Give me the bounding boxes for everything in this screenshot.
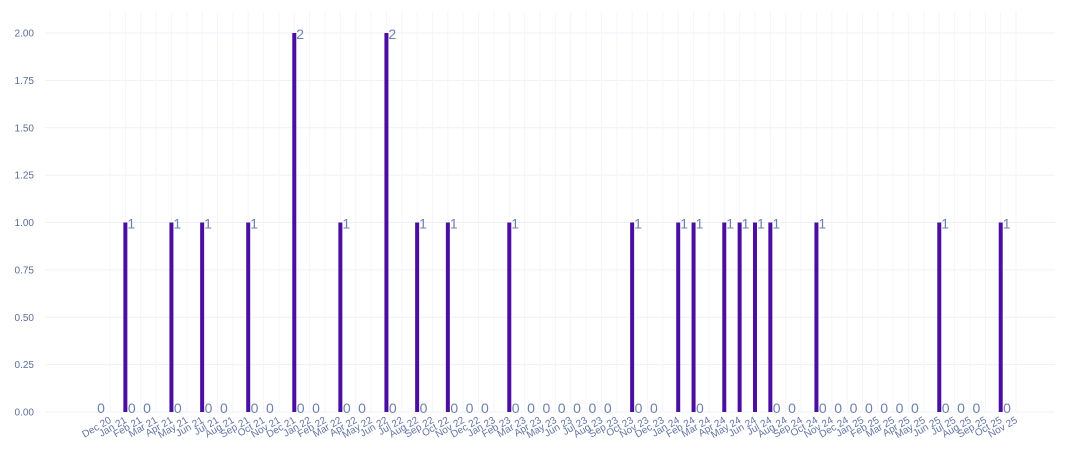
bar [445,222,450,412]
bar [415,222,420,412]
bar [630,222,635,412]
data-label: 0 [481,400,489,416]
bar [292,33,297,412]
data-label: 1 [742,216,750,232]
bar [737,222,742,412]
data-label: 0 [850,400,858,416]
data-label: 0 [650,400,658,416]
data-label: 0 [865,400,873,416]
bar [722,222,727,412]
bar [123,222,128,412]
data-label: 1 [818,216,826,232]
data-label: 2 [296,26,304,42]
data-label: 1 [696,216,704,232]
data-label: 0 [450,400,458,416]
bar [169,222,174,412]
data-label: 0 [604,400,612,416]
y-tick-label: 0.25 [15,360,35,371]
data-label: 1 [250,216,258,232]
bar [384,33,389,412]
data-label: 0 [466,400,474,416]
bar [246,222,251,412]
data-label: 2 [388,26,396,42]
bar [937,222,942,412]
bar [338,222,343,412]
data-label: 0 [358,400,366,416]
bar [676,222,681,412]
data-label: 0 [972,400,980,416]
data-label: 0 [819,400,827,416]
data-label: 1 [757,216,765,232]
data-label: 0 [880,400,888,416]
y-tick-label: 1.75 [15,76,35,87]
data-label: 0 [834,400,842,416]
data-label: 0 [128,400,136,416]
data-label: 0 [174,400,182,416]
y-axis: 0.00 0.25 0.50 0.75 1.00 1.25 1.50 1.75 2.00 [15,29,35,419]
data-label: 0 [343,400,351,416]
data-label: 0 [911,400,919,416]
data-label: 0 [957,400,965,416]
data-label: 0 [589,400,597,416]
data-label: 0 [635,400,643,416]
data-label: 0 [1003,400,1011,416]
bar [814,222,819,412]
data-label: 0 [542,400,550,416]
data-label: 0 [942,400,950,416]
data-label: 0 [220,400,228,416]
data-label: 1 [680,216,688,232]
bar [998,222,1003,412]
bar [752,222,757,412]
data-label: 0 [788,400,796,416]
data-label: 0 [573,400,581,416]
bar [507,222,512,412]
grid-lines [45,12,1055,413]
data-label: 0 [420,400,428,416]
data-label: 0 [558,400,566,416]
data-label: 0 [266,400,274,416]
data-label: 1 [173,216,181,232]
data-label: 1 [941,216,949,232]
data-label: 1 [511,216,519,232]
bars [123,33,1003,412]
data-label: 1 [342,216,350,232]
data-label: 1 [450,216,458,232]
bar [768,222,773,412]
y-tick-label: 0.00 [15,408,35,419]
bar [200,222,205,412]
data-label: 0 [527,400,535,416]
data-label: 0 [896,400,904,416]
data-label: 1 [127,216,135,232]
data-label: 1 [772,216,780,232]
bar [691,222,696,412]
y-tick-label: 1.50 [15,123,35,134]
data-label: 1 [204,216,212,232]
data-label: 0 [97,400,105,416]
y-tick-label: 2.00 [15,29,35,40]
data-label: 0 [297,400,305,416]
data-label: 1 [726,216,734,232]
data-label: 0 [143,400,151,416]
data-label: 0 [696,400,704,416]
data-label: 0 [512,400,520,416]
data-label: 0 [205,400,213,416]
data-label: 1 [1003,216,1011,232]
data-label: 0 [251,400,259,416]
y-tick-label: 0.75 [15,265,35,276]
y-tick-label: 1.00 [15,218,35,229]
data-label: 0 [773,400,781,416]
data-label: 1 [634,216,642,232]
data-label: 1 [419,216,427,232]
y-tick-label: 0.50 [15,313,35,324]
data-label: 0 [312,400,320,416]
y-tick-label: 1.25 [15,171,35,182]
data-label: 0 [389,400,397,416]
